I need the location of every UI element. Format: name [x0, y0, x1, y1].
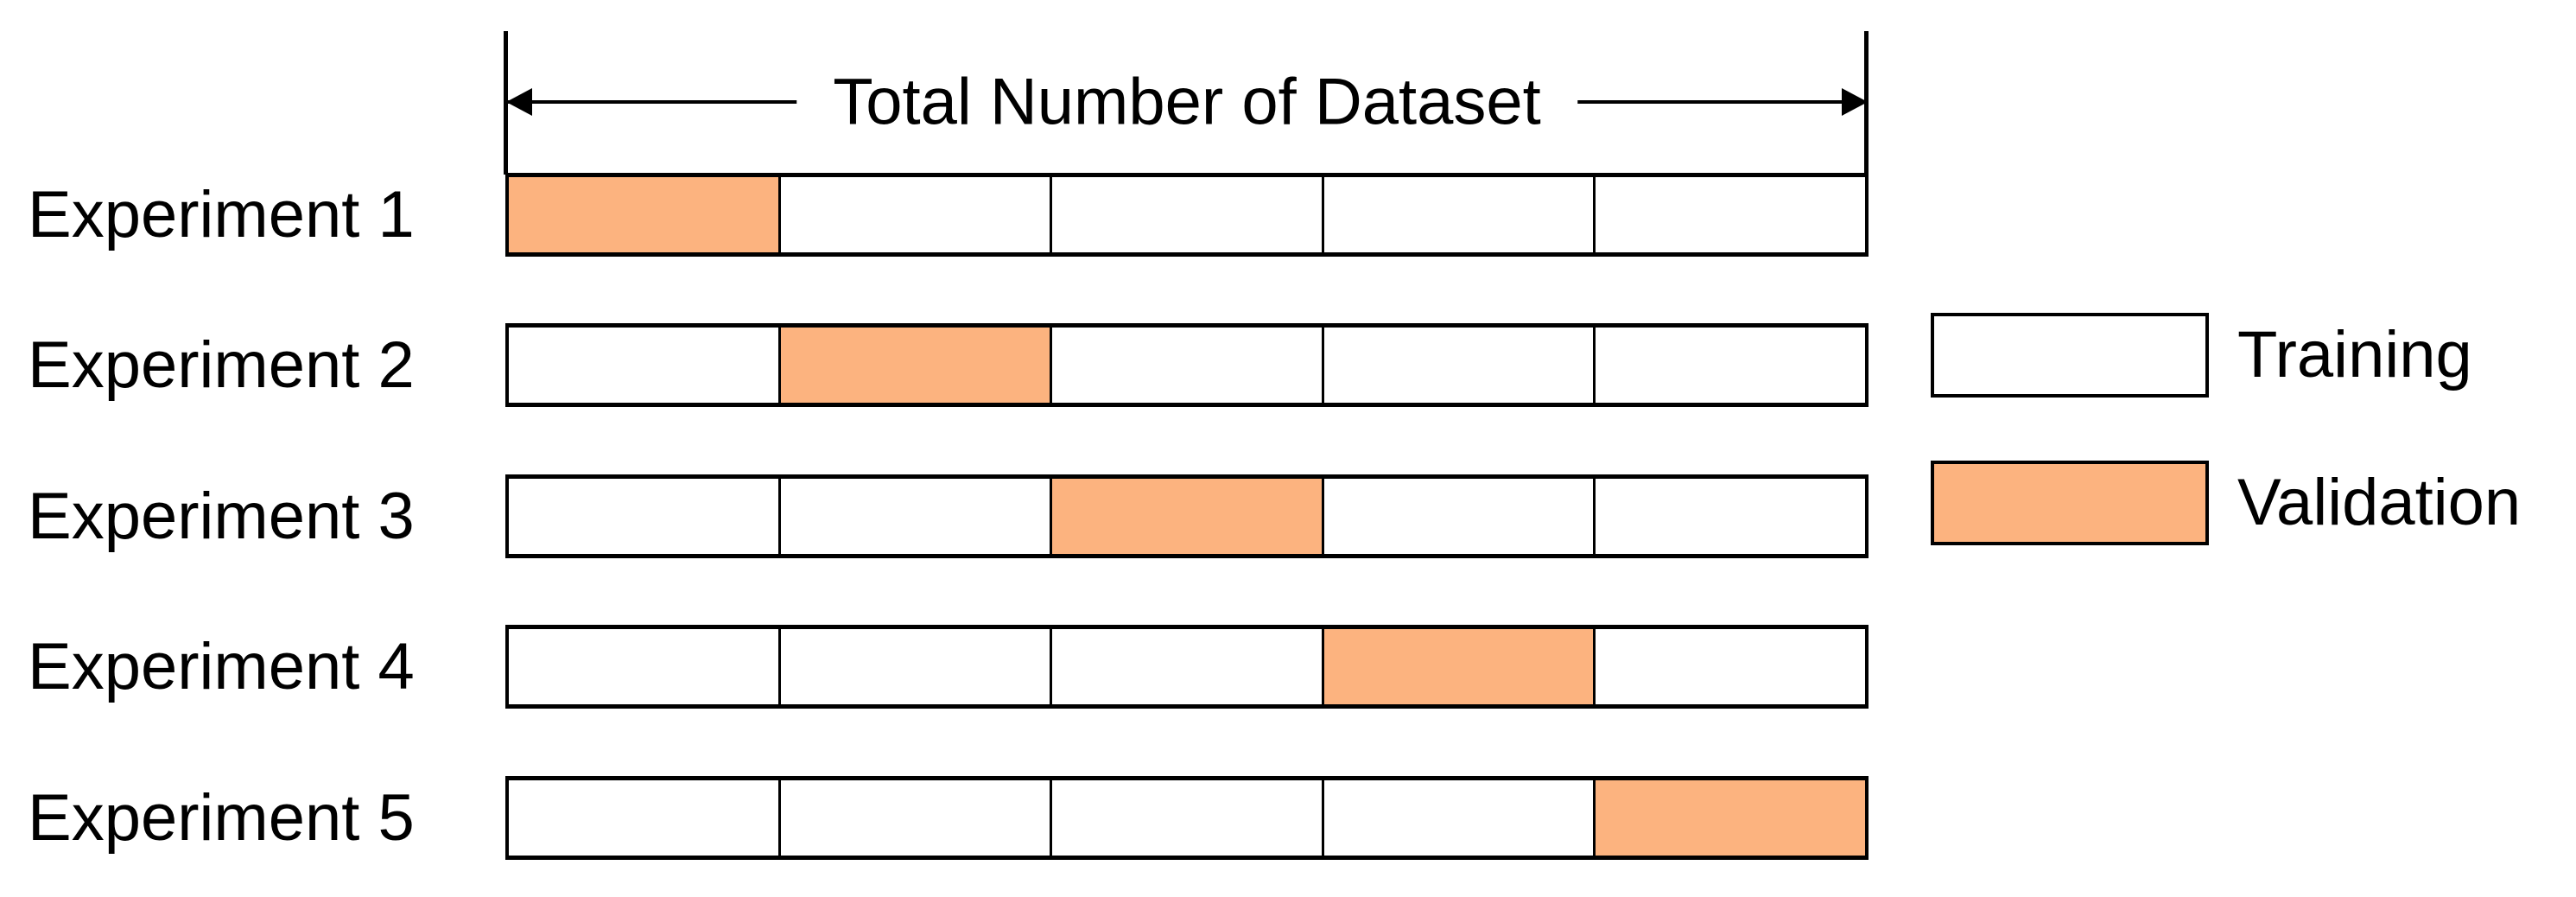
- training-segment: [509, 629, 778, 704]
- validation-segment: [1050, 479, 1322, 554]
- training-segment: [777, 629, 1050, 704]
- diagram-title: Total Number of Dataset: [796, 64, 1577, 140]
- training-segment: [509, 328, 778, 403]
- experiment-label: Experiment 1: [28, 177, 415, 251]
- validation-segment: [1321, 629, 1594, 704]
- experiment-row: Experiment 3: [0, 474, 2576, 558]
- right-arrowhead-icon: [1842, 88, 1868, 116]
- fold-bar: [505, 323, 1869, 407]
- validation-segment: [1593, 780, 1865, 856]
- training-segment: [777, 479, 1050, 554]
- experiment-label: Experiment 2: [28, 328, 415, 402]
- validation-segment: [777, 328, 1050, 403]
- legend-label-training: Training: [2237, 318, 2472, 392]
- experiment-row: Experiment 4: [0, 625, 2576, 709]
- fold-bar: [505, 625, 1869, 709]
- training-segment: [1321, 177, 1594, 252]
- training-segment: [1321, 479, 1594, 554]
- left-arrowhead-icon: [506, 88, 532, 116]
- fold-bar: [505, 474, 1869, 558]
- experiment-label: Experiment 5: [28, 780, 415, 855]
- legend-label-validation: Validation: [2237, 466, 2522, 540]
- training-segment: [1050, 780, 1322, 856]
- experiment-label: Experiment 3: [28, 479, 415, 553]
- training-segment: [509, 780, 778, 856]
- experiment-label: Experiment 4: [28, 629, 415, 703]
- training-segment: [1593, 328, 1865, 403]
- legend-swatch-validation: [1931, 461, 2209, 545]
- training-segment: [1321, 780, 1594, 856]
- training-segment: [777, 177, 1050, 252]
- validation-segment: [509, 177, 778, 252]
- experiment-row: Experiment 1: [0, 173, 2576, 257]
- fold-bar: [505, 776, 1869, 860]
- training-segment: [509, 479, 778, 554]
- training-segment: [777, 780, 1050, 856]
- fold-bar: [505, 173, 1869, 257]
- training-segment: [1593, 479, 1865, 554]
- legend-swatch-training: [1931, 313, 2209, 398]
- experiment-row: Experiment 5: [0, 776, 2576, 860]
- training-segment: [1593, 177, 1865, 252]
- training-segment: [1050, 328, 1322, 403]
- training-segment: [1050, 629, 1322, 704]
- training-segment: [1593, 629, 1865, 704]
- left-extent-line: [504, 31, 508, 175]
- training-segment: [1050, 177, 1322, 252]
- training-segment: [1321, 328, 1594, 403]
- experiment-row: Experiment 2: [0, 323, 2576, 407]
